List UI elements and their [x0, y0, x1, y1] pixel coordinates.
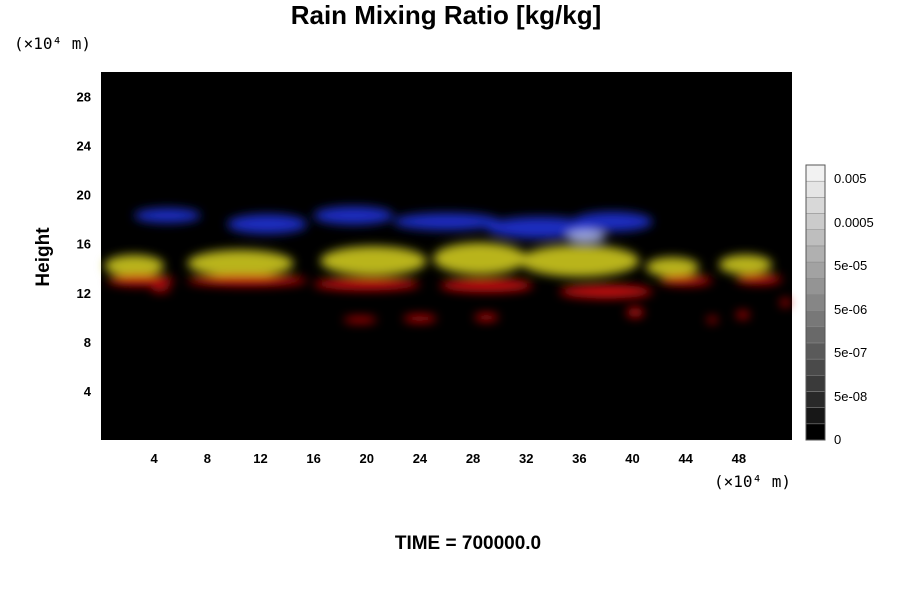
plot-area [101, 72, 792, 440]
rain-blob-yellow-11 [519, 244, 640, 277]
colorbar-label: 0.005 [834, 171, 867, 186]
colorbar-label: 0.0005 [834, 215, 874, 230]
colorbar-segment [805, 164, 826, 182]
x-tick-label: 32 [519, 451, 533, 466]
colorbar-segment [805, 407, 826, 425]
colorbar-segment [805, 277, 826, 295]
y-axis-unit: (×10⁴ m) [14, 34, 91, 53]
rain-blob-blue-6 [566, 230, 606, 243]
x-axis-ticks: 4 8 12 16 20 24 28 32 36 40 44 48 [151, 451, 747, 466]
colorbar-segment [805, 375, 826, 392]
colorbar-segment [805, 294, 826, 311]
y-tick-label: 28 [77, 90, 91, 105]
rain-blob-red-17 [439, 278, 533, 293]
y-tick-label: 16 [77, 237, 91, 252]
y-tick-label: 8 [84, 335, 91, 350]
x-tick-label: 48 [732, 451, 746, 466]
time-label: TIME = 700000.0 [395, 533, 541, 554]
y-tick-label: 24 [77, 139, 92, 154]
rain-blob-blue-0 [134, 208, 201, 223]
rain-blob-red-21 [150, 286, 171, 293]
colorbar-segment [805, 342, 826, 360]
x-tick-label: 36 [572, 451, 586, 466]
colorbar-label: 5e-08 [834, 389, 867, 404]
colorbar-label: 5e-06 [834, 302, 867, 317]
rain-blob-blue-5 [572, 211, 653, 232]
rain-blob-red-26 [706, 316, 718, 323]
y-tick-label: 20 [77, 188, 91, 203]
colorbar-label: 5e-07 [834, 345, 867, 360]
colorbar-segment [805, 229, 826, 247]
colorbar-segment [805, 180, 826, 198]
rain-blob-red-27 [736, 311, 750, 319]
colorbar-label: 0 [834, 432, 841, 447]
rain-blob-yellow-7 [104, 254, 165, 277]
colorbar-segment [805, 261, 826, 279]
rain-blob-red-16 [313, 278, 420, 291]
rain-blob-blue-2 [313, 206, 394, 225]
x-tick-label: 44 [678, 451, 693, 466]
x-tick-label: 20 [360, 451, 374, 466]
y-axis-title: Height [33, 227, 54, 287]
rain-field-layer [104, 206, 791, 323]
rain-blob-yellow-13 [718, 254, 773, 275]
colorbar-segment [805, 391, 826, 408]
rain-blob-yellow-10 [433, 242, 527, 275]
rain-blob-yellow-8 [187, 249, 294, 277]
x-tick-label: 24 [413, 451, 428, 466]
colorbar-segment [805, 423, 826, 441]
rain-blob-red-28 [780, 298, 791, 307]
x-tick-label: 28 [466, 451, 480, 466]
colorbar-segment [805, 245, 826, 263]
x-tick-label: 16 [306, 451, 320, 466]
colorbar-label: 5e-05 [834, 258, 867, 273]
rain-blob-red-20 [735, 274, 783, 285]
rain-blob-red-23 [403, 314, 437, 323]
rain-blob-red-24 [474, 313, 499, 322]
rain-blob-red-18 [559, 284, 653, 299]
colorbar-outline [805, 164, 826, 441]
rain-blob-yellow-9 [320, 246, 427, 276]
chart-title: Rain Mixing Ratio [kg/kg] [291, 0, 602, 30]
y-axis-ticks: 4 8 12 16 20 24 28 [77, 90, 92, 399]
colorbar-segment [805, 310, 826, 328]
rain-blob-yellow-12 [645, 257, 699, 277]
x-tick-label: 40 [625, 451, 639, 466]
colorbar-segment [805, 358, 826, 376]
x-tick-label: 12 [253, 451, 267, 466]
colorbar-segment [805, 197, 826, 214]
rain-blob-red-15 [187, 275, 307, 287]
colorbar-segment [805, 326, 826, 344]
y-tick-label: 12 [77, 286, 91, 301]
rain-blob-red-19 [659, 275, 713, 286]
y-tick-label: 4 [84, 384, 92, 399]
x-axis-unit: (×10⁴ m) [714, 472, 791, 491]
x-tick-label: 8 [204, 451, 211, 466]
rain-blob-blue-4 [486, 216, 593, 239]
rain-blob-blue-1 [227, 214, 307, 234]
rain-blob-red-22 [343, 316, 377, 323]
rain-blob-red-14 [107, 275, 175, 287]
colorbar-segment [805, 213, 826, 230]
rain-blob-red-25 [626, 307, 644, 318]
colorbar: 0.005 0.0005 5e-05 5e-06 5e-07 5e-08 0 [805, 164, 874, 447]
x-tick-label: 4 [151, 451, 159, 466]
rain-blob-blue-3 [393, 213, 500, 231]
